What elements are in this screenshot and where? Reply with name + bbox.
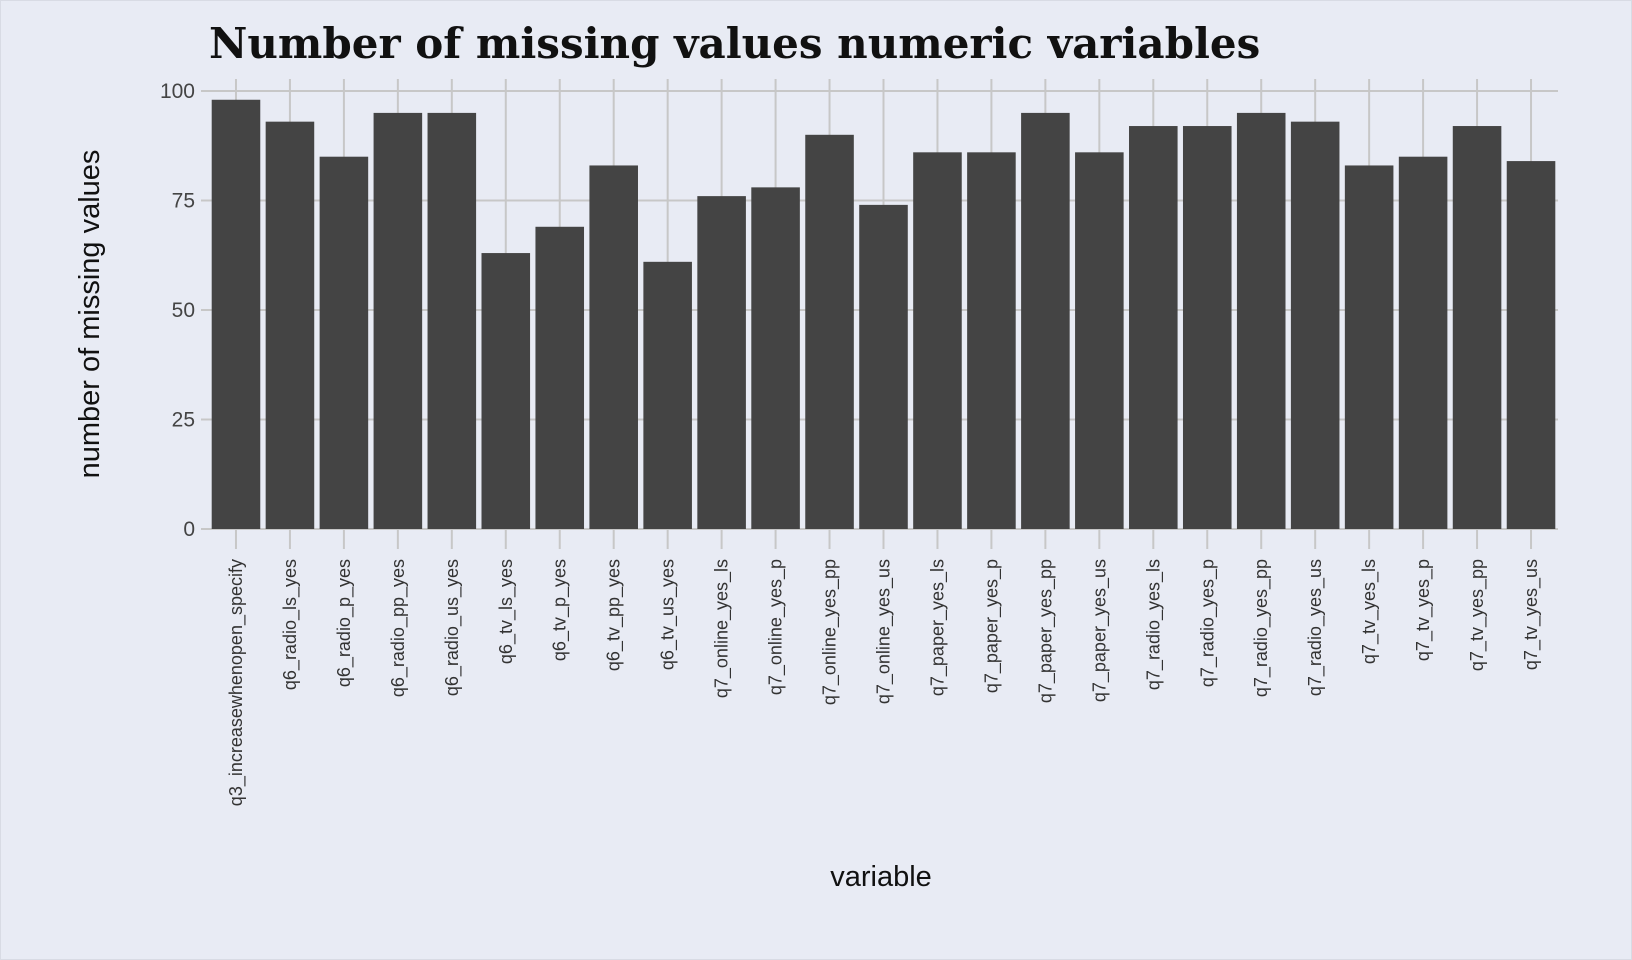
x-tick-label: q6_tv_ls_yes bbox=[496, 559, 517, 664]
x-tick-label: q7_radio_yes_p bbox=[1197, 559, 1218, 687]
x-tick-label: q7_radio_yes_pp bbox=[1251, 559, 1272, 697]
x-tick-label: q7_tv_yes_p bbox=[1413, 559, 1434, 661]
bar bbox=[697, 196, 746, 529]
y-axis-title: number of missing values bbox=[74, 150, 106, 479]
x-tick-label: q3_increasewhenopen_specify bbox=[226, 559, 247, 806]
bar bbox=[1452, 126, 1502, 529]
y-tick-label: 25 bbox=[172, 409, 195, 432]
x-tick-label: q7_online_yes_pp bbox=[820, 559, 841, 705]
y-tick-label: 50 bbox=[172, 299, 195, 322]
bars-layer bbox=[211, 99, 1556, 530]
bar bbox=[265, 121, 315, 529]
chart-title: Number of missing values numeric variabl… bbox=[209, 19, 1260, 68]
y-tick-label: 100 bbox=[160, 80, 195, 103]
bar bbox=[427, 112, 477, 530]
bar bbox=[589, 165, 638, 529]
x-tick-label: q6_tv_us_yes bbox=[658, 559, 679, 670]
y-tick-label: 75 bbox=[172, 190, 195, 213]
bar bbox=[1290, 121, 1340, 529]
bar bbox=[1506, 161, 1556, 529]
x-tick-label: q7_online_yes_p bbox=[766, 559, 787, 695]
bar bbox=[967, 152, 1016, 529]
x-tick-label: q7_tv_yes_pp bbox=[1467, 559, 1488, 671]
x-tick-label: q7_tv_yes_us bbox=[1521, 559, 1542, 670]
bar bbox=[643, 261, 692, 529]
x-tick-label: q7_paper_yes_ls bbox=[927, 559, 948, 696]
bar bbox=[373, 112, 423, 530]
bar bbox=[1075, 152, 1124, 529]
x-tick-label: q7_paper_yes_us bbox=[1089, 559, 1110, 702]
x-tick-label: q6_radio_ls_yes bbox=[280, 559, 301, 690]
x-tick-label: q6_radio_us_yes bbox=[442, 559, 463, 696]
bar bbox=[481, 253, 531, 529]
x-tick-label: q6_radio_p_yes bbox=[334, 559, 355, 687]
bar bbox=[1398, 156, 1448, 529]
x-tick-label: q7_radio_yes_ls bbox=[1143, 559, 1164, 690]
bar bbox=[1182, 126, 1232, 529]
x-tick-label: q7_paper_yes_pp bbox=[1035, 559, 1056, 703]
bar bbox=[1236, 112, 1286, 530]
bar bbox=[1021, 112, 1070, 530]
y-axis: 0 25 50 75 100 bbox=[160, 80, 209, 541]
x-tick-label: q6_tv_p_yes bbox=[550, 559, 571, 661]
x-tick-label: q7_radio_yes_us bbox=[1305, 559, 1326, 696]
x-axis: q3_increasewhenopen_specify q6_radio_ls_y… bbox=[226, 529, 1542, 806]
x-tick-label: q7_paper_yes_p bbox=[981, 559, 1002, 693]
bar bbox=[1344, 165, 1394, 529]
x-tick-label: q7_online_yes_us bbox=[874, 559, 895, 704]
bar bbox=[751, 187, 800, 530]
x-tick-label: q6_radio_pp_yes bbox=[388, 559, 409, 697]
x-tick-label: q7_tv_yes_ls bbox=[1359, 559, 1380, 664]
bar bbox=[211, 99, 261, 529]
x-tick-label: q7_online_yes_ls bbox=[712, 559, 733, 698]
x-axis-title: variable bbox=[830, 861, 932, 893]
bar bbox=[319, 156, 369, 529]
y-tick-label: 0 bbox=[183, 518, 195, 541]
bar bbox=[913, 152, 962, 529]
bar bbox=[859, 204, 908, 529]
bar bbox=[535, 226, 585, 529]
bar bbox=[805, 134, 854, 530]
x-tick-label: q6_tv_pp_yes bbox=[604, 559, 625, 671]
bar bbox=[1129, 126, 1178, 529]
